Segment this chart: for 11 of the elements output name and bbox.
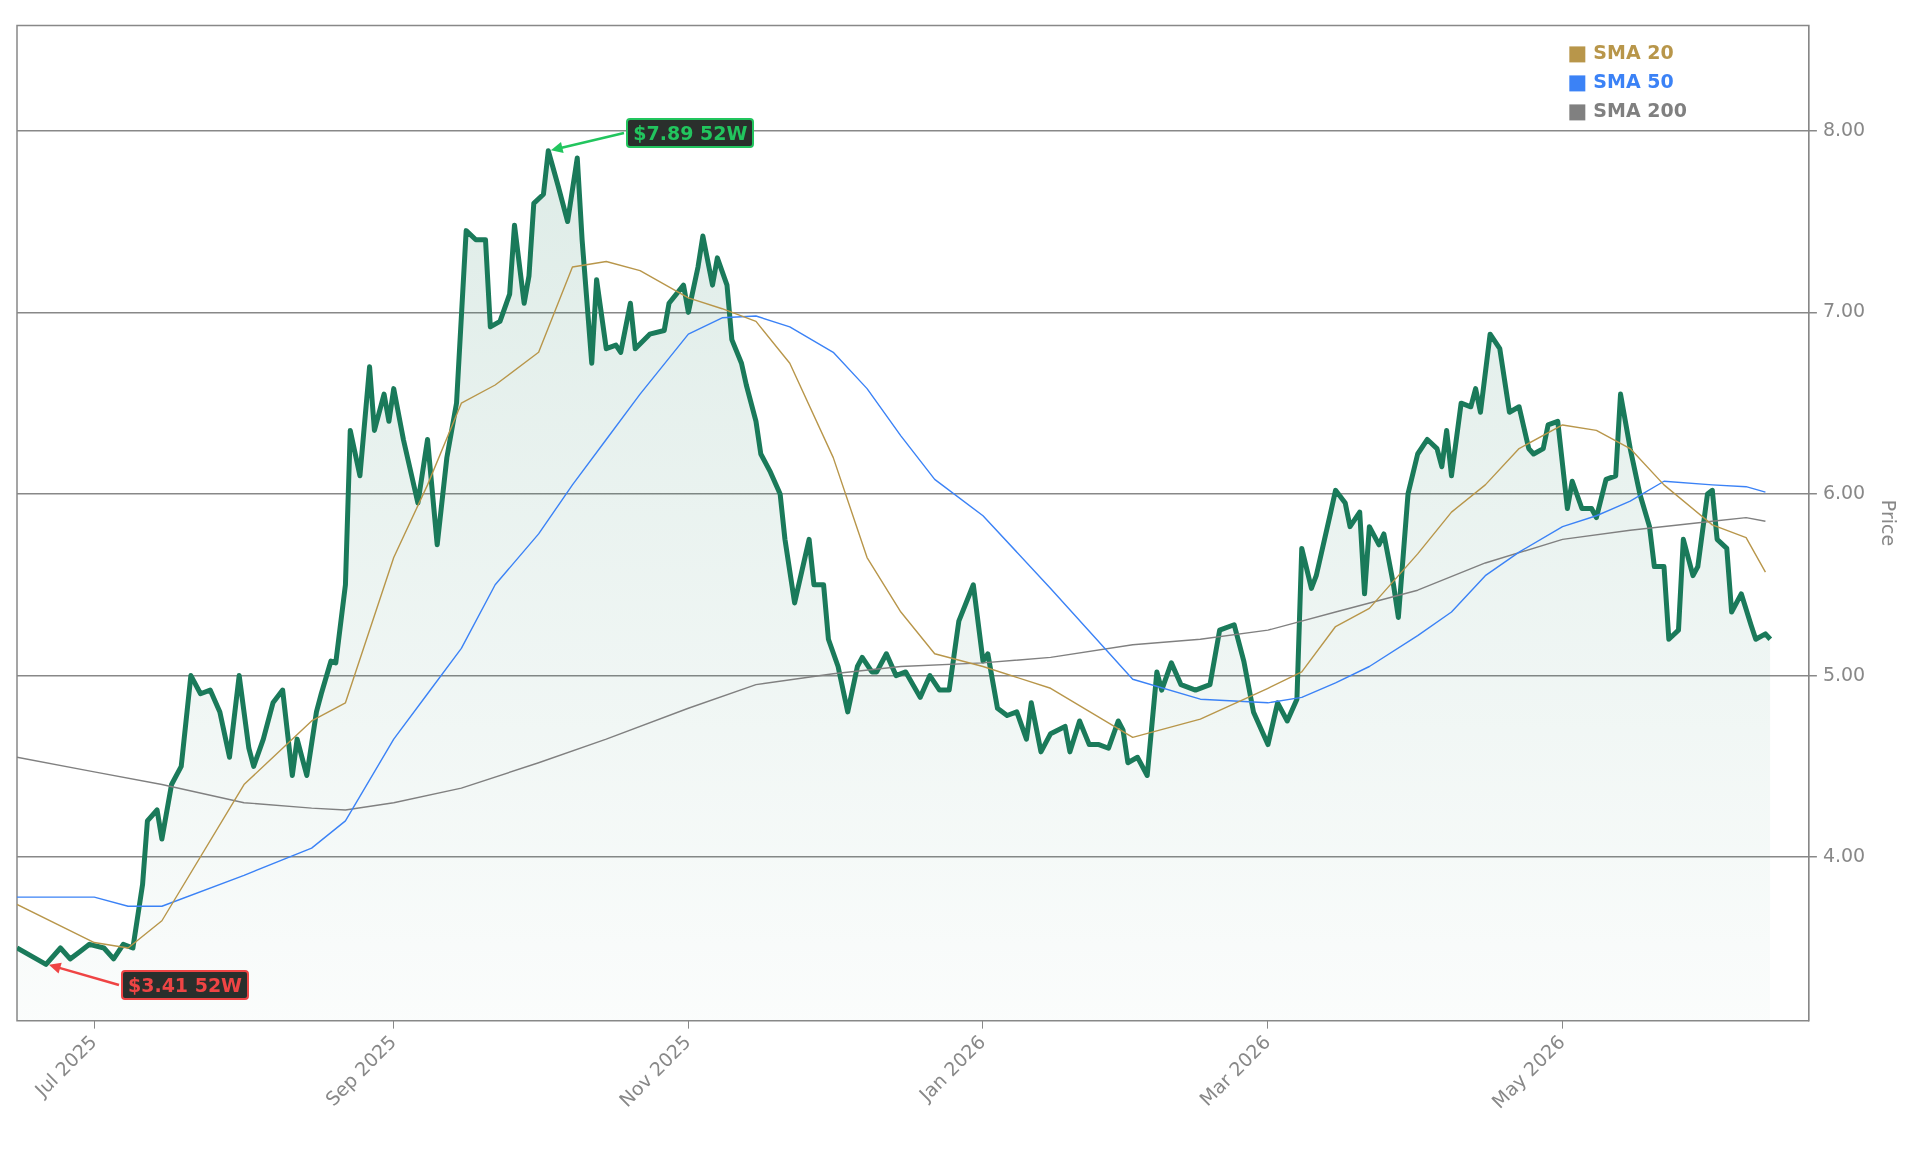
- y-tick-label: 8.00: [1822, 117, 1866, 140]
- annotation: $7.89 52W: [626, 117, 755, 148]
- annotation: $3.41 52W: [120, 970, 250, 1001]
- y-tick-label: 7.00: [1822, 299, 1866, 322]
- y-tick-label: 6.00: [1822, 480, 1866, 503]
- y-axis-title: Price: [1877, 499, 1900, 547]
- legend-label: SMA 20: [1593, 41, 1674, 64]
- legend-label: SMA 200: [1593, 99, 1687, 122]
- y-tick-label: 5.00: [1822, 662, 1866, 685]
- y-tick-label: 4.00: [1822, 844, 1866, 867]
- legend-label: SMA 50: [1593, 70, 1674, 93]
